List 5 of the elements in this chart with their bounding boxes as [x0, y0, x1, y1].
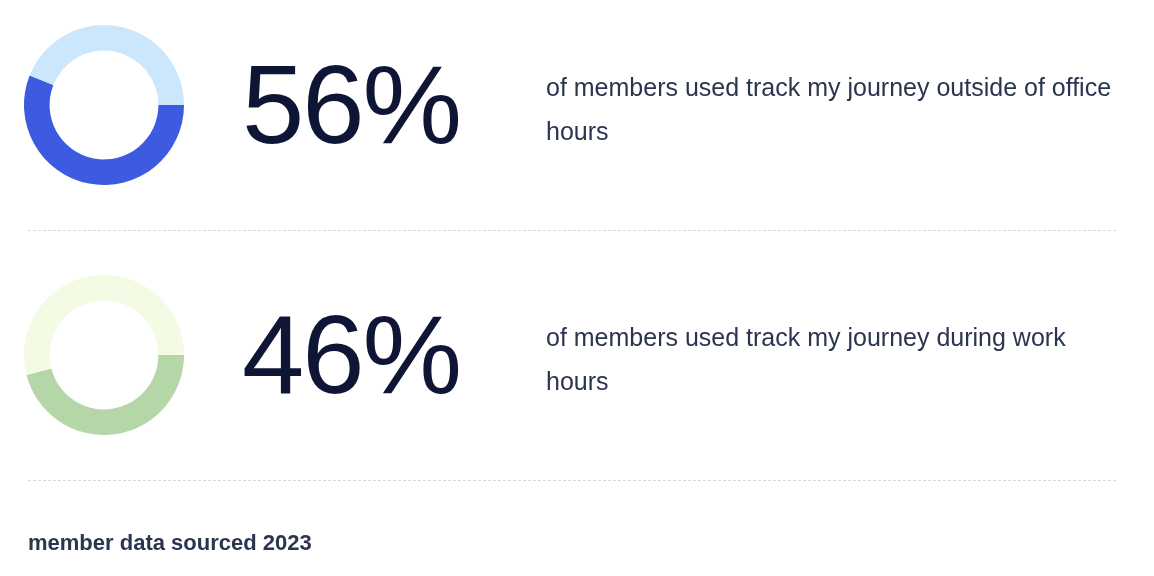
data-label: 46% [242, 291, 461, 419]
text: of members used track my journey outside of office hours [546, 72, 1113, 147]
data-label: 56% [242, 41, 461, 169]
text: of members used track my journey during work hours [546, 322, 1067, 397]
text: member data sourced 2023 [28, 530, 312, 556]
